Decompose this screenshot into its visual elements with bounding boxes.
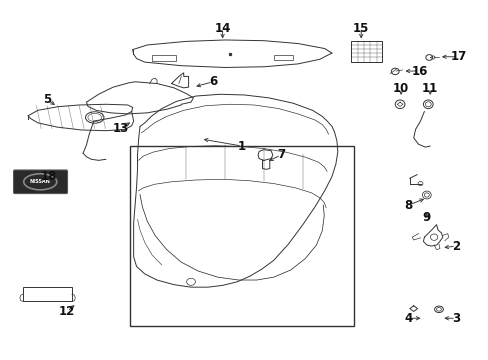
FancyBboxPatch shape: [14, 170, 67, 194]
Text: 17: 17: [449, 50, 466, 63]
Text: 2: 2: [451, 240, 459, 253]
Text: 9: 9: [422, 211, 430, 224]
Text: NISSAN: NISSAN: [30, 179, 51, 184]
Text: 13: 13: [112, 122, 128, 135]
Text: 14: 14: [214, 22, 230, 35]
Bar: [130, 146, 353, 327]
Text: 3: 3: [451, 312, 459, 325]
Text: 6: 6: [208, 75, 217, 88]
Text: 16: 16: [410, 64, 427, 77]
Bar: [273, 55, 292, 60]
Text: 15: 15: [352, 22, 368, 35]
Text: 11: 11: [421, 82, 437, 95]
Bar: [23, 287, 72, 301]
Text: 5: 5: [43, 93, 52, 106]
Text: 8: 8: [404, 198, 412, 212]
Text: 7: 7: [276, 148, 285, 162]
Bar: [152, 55, 176, 62]
Text: 18: 18: [41, 170, 57, 183]
Text: 10: 10: [392, 82, 408, 95]
Text: 1: 1: [238, 140, 245, 153]
Text: 12: 12: [59, 305, 75, 318]
Text: 4: 4: [404, 312, 412, 325]
Bar: [351, 41, 381, 62]
